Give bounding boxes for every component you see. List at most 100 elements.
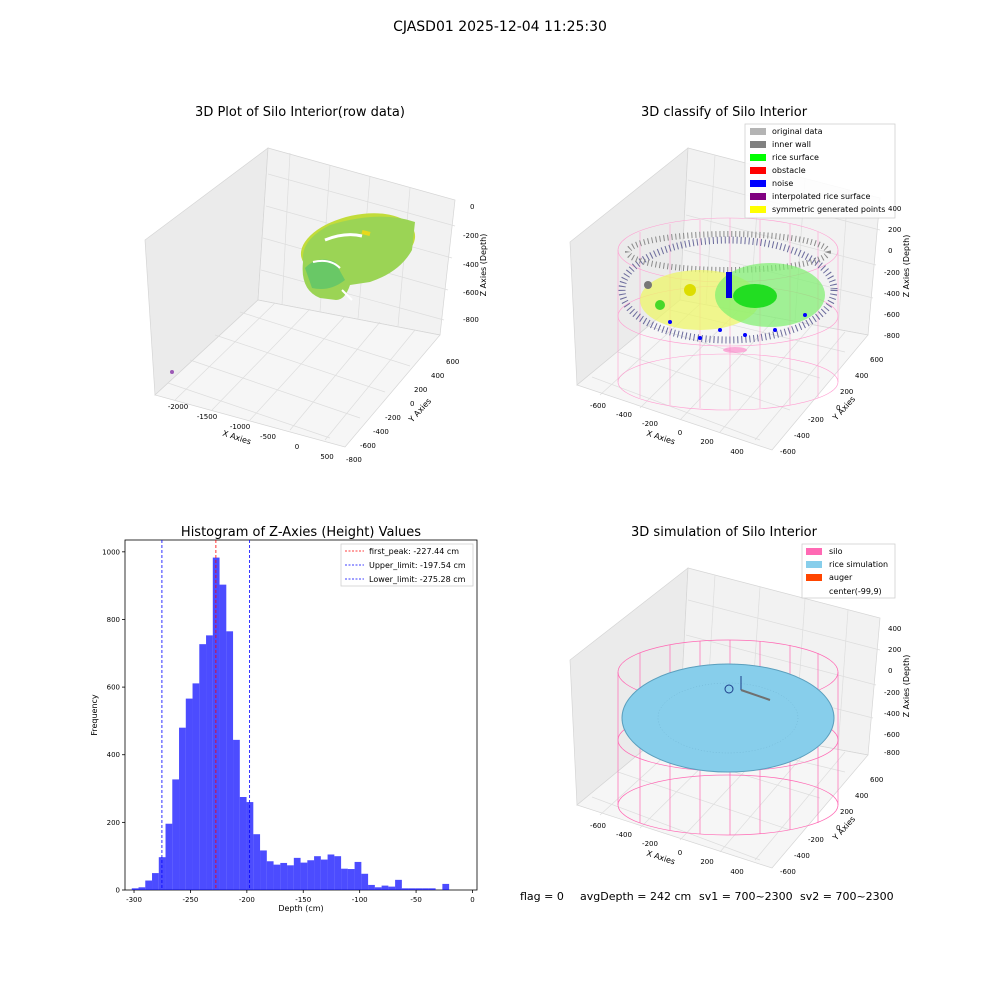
svg-text:0: 0: [836, 404, 840, 412]
hist-bar: [293, 857, 301, 890]
rice-simulation-surface: [621, 663, 835, 773]
hist-bar: [179, 727, 186, 890]
simulation-y-label: Y Axies: [830, 815, 857, 843]
hist-bar: [145, 880, 153, 890]
raw-point-cloud: [170, 213, 416, 374]
svg-text:-800: -800: [884, 332, 900, 340]
classify-y-label: Y Axies: [830, 395, 857, 423]
hist-bar: [131, 888, 139, 890]
classify-x-label: X Axies: [645, 429, 676, 447]
hist-bar: [212, 557, 220, 890]
svg-text:400: 400: [888, 625, 901, 633]
hist-y-tick-label: 600: [107, 684, 120, 692]
svg-text:400: 400: [431, 372, 444, 380]
hist-legend: first_peak: -227.44 cm Upper_limit: -197…: [340, 543, 474, 587]
simulation-z-label: Z Axies (Depth): [902, 655, 911, 718]
svg-text:-800: -800: [463, 316, 479, 324]
svg-text:0: 0: [836, 824, 840, 832]
hist-bar: [260, 850, 267, 890]
svg-text:-600: -600: [463, 289, 479, 297]
hist-bar: [307, 860, 315, 890]
svg-text:400: 400: [730, 448, 743, 456]
raw-x-label: X Axies: [221, 429, 252, 447]
classify-y-ticks: 600 400 200 0 -200 -400 -600: [780, 356, 883, 456]
svg-text:-1000: -1000: [230, 423, 250, 431]
hist-bar: [354, 861, 362, 890]
simulation-y-ticks: 600 400 200 0 -200 -400 -600: [780, 776, 883, 876]
svg-text:-600: -600: [590, 402, 606, 410]
raw-axes-pane: [144, 147, 456, 448]
raw-panel-title: 3D Plot of Silo Interior(row data): [195, 105, 405, 120]
hist-bar: [401, 888, 409, 890]
hist-y-ticks: 0 200 400 600 800 1000: [102, 548, 125, 895]
svg-text:-200: -200: [642, 840, 658, 848]
hist-bar: [408, 888, 416, 890]
svg-text:0: 0: [678, 429, 682, 437]
hist-x-tick-label: 0: [470, 896, 474, 904]
hist-y-tick-label: 200: [107, 819, 120, 827]
svg-text:-200: -200: [642, 420, 658, 428]
legend-item-rice-simulation: rice simulation: [806, 560, 888, 569]
hist-bar: [388, 886, 396, 890]
hist-reference-lines: [161, 540, 251, 890]
hist-bar: [422, 888, 429, 890]
classify-panel-title: 3D classify of Silo Interior: [641, 105, 808, 120]
hist-title: Histogram of Z-Axies (Height) Values: [181, 525, 421, 540]
hist-bar: [165, 823, 173, 890]
svg-text:-2000: -2000: [168, 403, 188, 411]
legend-item-lower-limit: Lower_limit: -275.28 cm: [345, 575, 466, 584]
svg-text:0: 0: [888, 667, 892, 675]
legend-item-noise: noise: [750, 179, 793, 188]
hist-bars: [131, 557, 450, 890]
hist-bar: [395, 879, 402, 890]
hist-y-tick-label: 400: [107, 751, 120, 759]
svg-text:-200: -200: [808, 836, 824, 844]
hist-bar: [226, 631, 234, 890]
svg-text:-600: -600: [360, 442, 376, 450]
svg-text:Upper_limit: -197.54 cm: Upper_limit: -197.54 cm: [369, 561, 466, 570]
svg-text:-600: -600: [884, 731, 900, 739]
hist-bar: [415, 888, 423, 890]
svg-text:-600: -600: [590, 822, 606, 830]
hist-bar: [138, 887, 146, 890]
svg-text:-400: -400: [794, 852, 810, 860]
svg-text:-400: -400: [794, 432, 810, 440]
simulation-legend: silo rice simulation auger center(-99,9): [801, 543, 896, 599]
svg-text:-400: -400: [884, 290, 900, 298]
svg-text:-800: -800: [884, 749, 900, 757]
hist-bar: [341, 868, 348, 890]
svg-text:200: 200: [700, 858, 713, 866]
svg-text:0: 0: [295, 443, 299, 451]
hist-bar: [347, 869, 355, 890]
svg-text:200: 200: [840, 808, 853, 816]
svg-text:rice simulation: rice simulation: [829, 560, 888, 569]
svg-text:200: 200: [700, 438, 713, 446]
svg-text:400: 400: [855, 372, 868, 380]
simulation-panel-title: 3D simulation of Silo Interior: [631, 525, 818, 540]
svg-text:-200: -200: [808, 416, 824, 424]
hist-bar: [219, 584, 227, 890]
hist-bar: [428, 888, 436, 890]
legend-item-symmetric-generated-points: symmetric generated points: [750, 205, 885, 214]
status-line: flag = 0 avgDepth = 242 cm sv1 = 700~230…: [520, 890, 894, 903]
legend-item-auger: auger: [806, 573, 853, 582]
svg-text:200: 200: [414, 386, 427, 394]
hist-bar: [266, 861, 274, 890]
hist-x-tick-label: -100: [352, 896, 368, 904]
legend-item-rice-surface: rice surface: [750, 153, 819, 162]
hist-x-tick-label: -150: [295, 896, 311, 904]
figure-suptitle: CJASD01 2025-12-04 11:25:30: [393, 19, 607, 35]
status-sv2: sv2 = 700~2300: [800, 890, 894, 903]
svg-text:400: 400: [888, 205, 901, 213]
svg-text:silo: silo: [829, 547, 843, 556]
status-avg-depth: avgDepth = 242 cm: [580, 890, 691, 903]
status-flag: flag = 0: [520, 890, 564, 903]
svg-text:0: 0: [888, 247, 892, 255]
hist-bar: [300, 862, 308, 890]
hist-x-tick-label: -250: [182, 896, 198, 904]
svg-text:-500: -500: [260, 433, 276, 441]
svg-text:-200: -200: [884, 689, 900, 697]
legend-item-inner-wall: inner wall: [750, 140, 811, 149]
svg-text:auger: auger: [829, 573, 853, 582]
svg-text:600: 600: [870, 776, 883, 784]
